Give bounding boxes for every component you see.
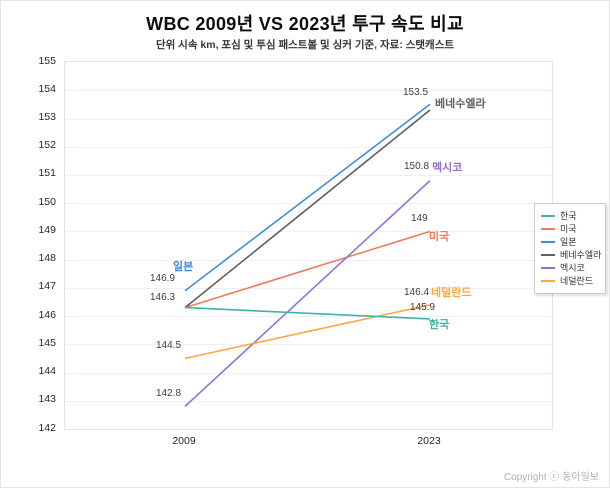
- label-netherlands-2023: 146.4: [404, 287, 430, 298]
- legend-swatch-usa: [541, 227, 555, 230]
- y-tick-label: 149: [38, 223, 56, 236]
- gridline: [65, 287, 552, 289]
- legend-swatch-korea: [541, 214, 555, 217]
- legend-item-netherlands: 네덜란드: [541, 274, 599, 287]
- plot-area: [64, 61, 553, 430]
- gridline: [65, 90, 552, 92]
- series-line-korea: [184, 306, 431, 320]
- legend-swatch-japan: [541, 240, 555, 243]
- legend-item-usa: 미국: [541, 222, 599, 235]
- legend-label-japan: 일본: [560, 237, 577, 247]
- legend-swatch-venezuela: [541, 253, 555, 256]
- label-usa-name: 미국: [429, 231, 450, 243]
- series-line-netherlands: [184, 304, 431, 360]
- legend-swatch-mexico: [541, 266, 555, 269]
- legend-item-korea: 한국: [541, 209, 599, 222]
- chart-title: WBC 2009년 VS 2023년 투구 속도 비교: [146, 14, 464, 34]
- y-tick-label: 142: [38, 421, 56, 434]
- legend-swatch-netherlands: [541, 279, 555, 282]
- label-mexico-2009: 142.8: [156, 388, 182, 399]
- label-top-2023: 153.5: [403, 87, 429, 98]
- gridline: [65, 259, 552, 261]
- legend-label-venezuela: 베네수엘라: [560, 250, 602, 260]
- legend-item-venezuela: 베네수엘라: [541, 248, 602, 261]
- y-tick-label: 147: [38, 280, 56, 293]
- series-line-mexico: [184, 180, 431, 407]
- gridline: [65, 146, 552, 148]
- gridline: [65, 400, 552, 402]
- x-tick-label: 2023: [417, 435, 441, 447]
- gridline: [65, 118, 552, 120]
- y-tick-label: 152: [38, 139, 56, 152]
- gridline: [65, 203, 552, 205]
- x-tick-label: 2009: [172, 435, 196, 447]
- legend-label-mexico: 멕시코: [560, 263, 585, 273]
- chart-subtitle: 단위 시속 km, 포심 및 투심 패스트볼 및 싱커 기준, 자료: 스탯캐스…: [155, 39, 455, 51]
- label-japan-2009: 146.9: [150, 273, 176, 284]
- copyright-text: Copyright ⓒ 동아일보: [503, 472, 599, 483]
- gridline: [65, 372, 552, 374]
- y-tick-label: 153: [38, 111, 56, 123]
- label-korea-2023: 145.9: [410, 302, 436, 313]
- series-lines: [184, 103, 431, 407]
- label-mexico-name: 멕시코: [432, 162, 463, 174]
- label-korea-name: 한국: [429, 319, 450, 331]
- label-mexico-2023: 150.8: [404, 161, 430, 172]
- label-cluster-2009: 146.3: [150, 292, 176, 303]
- gridline: [65, 231, 552, 233]
- y-tick-label: 144: [38, 365, 56, 377]
- label-japan-name: 일본: [173, 261, 194, 273]
- y-tick-label: 151: [38, 167, 56, 180]
- gridline: [65, 174, 552, 176]
- legend-item-mexico: 멕시코: [541, 261, 599, 274]
- series-line-usa: [184, 230, 431, 309]
- series-line-japan: [184, 103, 431, 292]
- y-tick-label: 155: [38, 54, 56, 67]
- legend-label-netherlands: 네덜란드: [560, 276, 594, 286]
- label-usa-2023: 149: [411, 213, 428, 224]
- label-netherlands-2009: 144.5: [156, 340, 182, 351]
- y-tick-label: 143: [38, 393, 56, 406]
- y-tick-label: 145: [38, 336, 56, 349]
- legend-item-japan: 일본: [541, 235, 599, 248]
- legend-label-usa: 미국: [560, 224, 577, 234]
- y-tick-label: 154: [38, 82, 56, 95]
- y-tick-label: 148: [38, 252, 56, 265]
- legend-label-korea: 한국: [560, 211, 577, 221]
- series-line-venezuela: [184, 109, 431, 309]
- label-netherlands-name: 네덜란드: [431, 287, 472, 299]
- label-venezuela-name: 베네수엘라: [435, 98, 486, 110]
- gridline: [65, 344, 552, 346]
- y-tick-label: 146: [38, 308, 56, 321]
- gridline: [65, 316, 552, 318]
- y-tick-label: 150: [38, 195, 56, 208]
